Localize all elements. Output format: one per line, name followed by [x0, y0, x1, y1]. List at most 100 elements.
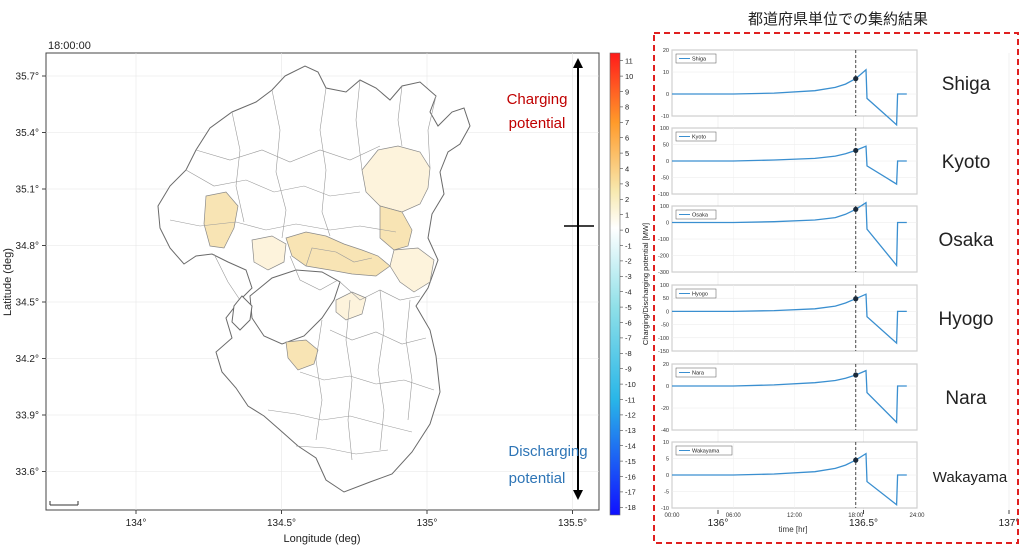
chart-y-tick-label: 50 [663, 296, 669, 302]
chart-y-tick-label: 0 [666, 221, 669, 227]
panel-xlabel: time [hr] [779, 525, 808, 534]
current-value-marker [853, 206, 859, 212]
prefecture-charts: 20100-10ShigaShiga100500-50-100KyotoKyot… [658, 48, 1008, 519]
chart-y-tick-label: 0 [666, 92, 669, 98]
map-y-tick-label: 35.4° [16, 128, 39, 139]
map-y-tick-label: 35.1° [16, 184, 39, 195]
map-scale-bar [49, 501, 79, 506]
prefecture-label: Osaka [939, 230, 994, 251]
map-x-tick-label: 137° [999, 518, 1020, 529]
panel-title: 都道府県単位での集約結果 [748, 10, 928, 28]
colorbar-tick-label: 5 [625, 149, 629, 158]
map-y-tick-label: 34.2° [16, 354, 39, 365]
colorbar-tick-label: 10 [625, 72, 633, 81]
chart-legend [675, 288, 717, 299]
map-x-tick-label: 135° [417, 518, 438, 529]
chart-osaka: 100 0 -100 -200 -300 Osaka Osaka [658, 201, 994, 276]
prefecture-label: Kyoto [942, 152, 991, 173]
legend-label: Kyoto [692, 135, 706, 141]
prefecture-label: Nara [945, 388, 987, 409]
colorbar-tick-label: 4 [625, 164, 629, 173]
discharging-label-line1: Discharging [508, 443, 587, 460]
chart-y-tick-label: 0 [666, 473, 669, 479]
map-y-tick-label: 33.9° [16, 410, 39, 421]
legend-label: Osaka [692, 213, 709, 219]
legend-label: Wakayama [692, 449, 720, 455]
colorbar-tick-label: -9 [625, 365, 632, 374]
chart-y-tick-label: 10 [663, 440, 669, 446]
colorbar-tick-label: 1 [625, 211, 629, 220]
chart-y-tick-label: 20 [663, 362, 669, 368]
map-ylabel: Latitude (deg) [2, 248, 14, 316]
region-charging [285, 339, 319, 371]
charging-label-line1: Charging [507, 91, 568, 108]
panel-x-tick-label: 12:00 [787, 513, 803, 519]
legend-label: Shiga [692, 57, 707, 63]
colorbar-tick-label: -3 [625, 272, 632, 281]
kansai-map [157, 65, 471, 493]
colorbar-tick-label: -12 [625, 411, 636, 420]
colorbar-label: Charging/Discharging potential [MW] [641, 223, 650, 345]
map-x-tick-label: 136° [708, 518, 729, 529]
region-charging [251, 235, 287, 271]
chart-y-tick-label: -20 [661, 406, 669, 412]
colorbar-tick-label: -4 [625, 288, 632, 297]
map-y-tick-label: 33.6° [16, 467, 39, 478]
prefecture-label: Shiga [942, 74, 991, 95]
colorbar [609, 52, 621, 516]
series-line [672, 145, 907, 186]
current-value-marker [853, 76, 859, 82]
discharging-label-line2: potential [509, 470, 566, 487]
colorbar-tick-label: -16 [625, 472, 636, 481]
map-xlabel: Longitude (deg) [283, 533, 360, 545]
map-y-axis: 35.7° 35.4° 35.1° 34.8° 34.5° 34.2° 33.9° 33.6° [16, 72, 46, 478]
current-value-marker [853, 372, 859, 378]
series-line [672, 201, 907, 268]
series-line [672, 369, 907, 424]
chart-legend [675, 131, 717, 142]
chart-wakayama: 10 5 0 -5 -10 Wakayama Wakayama [661, 440, 1008, 512]
colorbar-tick-label: 8 [625, 103, 629, 112]
chart-y-tick-label: -40 [661, 428, 669, 434]
chart-y-tick-label: -200 [658, 254, 669, 260]
current-value-marker [853, 296, 859, 302]
chart-y-tick-label: -100 [658, 336, 669, 342]
colorbar-tick-label: 11 [625, 57, 633, 66]
awaji-island [231, 295, 253, 331]
region-charging [361, 145, 431, 213]
colorbar-tick-label: -1 [625, 241, 632, 250]
colorbar-tick-label: -5 [625, 303, 632, 312]
prefecture-label: Wakayama [933, 469, 1008, 486]
chart-y-tick-label: 0 [666, 159, 669, 165]
panel-x-tick-label: 18:00 [848, 513, 864, 519]
region-charging [379, 205, 413, 251]
map-x-tick-label: 134° [126, 518, 147, 529]
colorbar-tick-label: 9 [625, 87, 629, 96]
charging-label-line2: potential [509, 115, 566, 132]
municipal-boundaries [169, 79, 437, 461]
chart-y-tick-label: -50 [661, 323, 669, 329]
colorbar-tick-label: -6 [625, 318, 632, 327]
chart-y-tick-label: 50 [663, 143, 669, 149]
colorbar-tick-label: 0 [625, 226, 629, 235]
map-y-tick-label: 34.5° [16, 297, 39, 308]
map-x-tick-label: 134.5° [267, 518, 296, 529]
colorbar-tick-label: -14 [625, 442, 636, 451]
chart-y-tick-label: 100 [660, 283, 669, 289]
chart-y-tick-label: 100 [660, 204, 669, 210]
panel-x-tick-label: 06:00 [726, 513, 742, 519]
chart-nara: 20 0 -20 -40 Nara Nara [661, 362, 987, 434]
colorbar-tick-label: -7 [625, 334, 632, 343]
chart-y-tick-label: -10 [661, 114, 669, 120]
colorbar-tick-label: 2 [625, 195, 629, 204]
colorbar-tick-label: -11 [625, 395, 635, 404]
series-line [672, 452, 907, 506]
colorbar-tick-label: -17 [625, 488, 636, 497]
series-line [672, 293, 907, 345]
series-line [672, 68, 907, 127]
chart-legend [675, 445, 733, 456]
map-time-label: 18:00:00 [48, 40, 91, 52]
map-x-axis: 134° 134.5° 135° 135.5° 136° 136.5° 137° [126, 510, 1020, 529]
potential-arrow [564, 58, 594, 500]
